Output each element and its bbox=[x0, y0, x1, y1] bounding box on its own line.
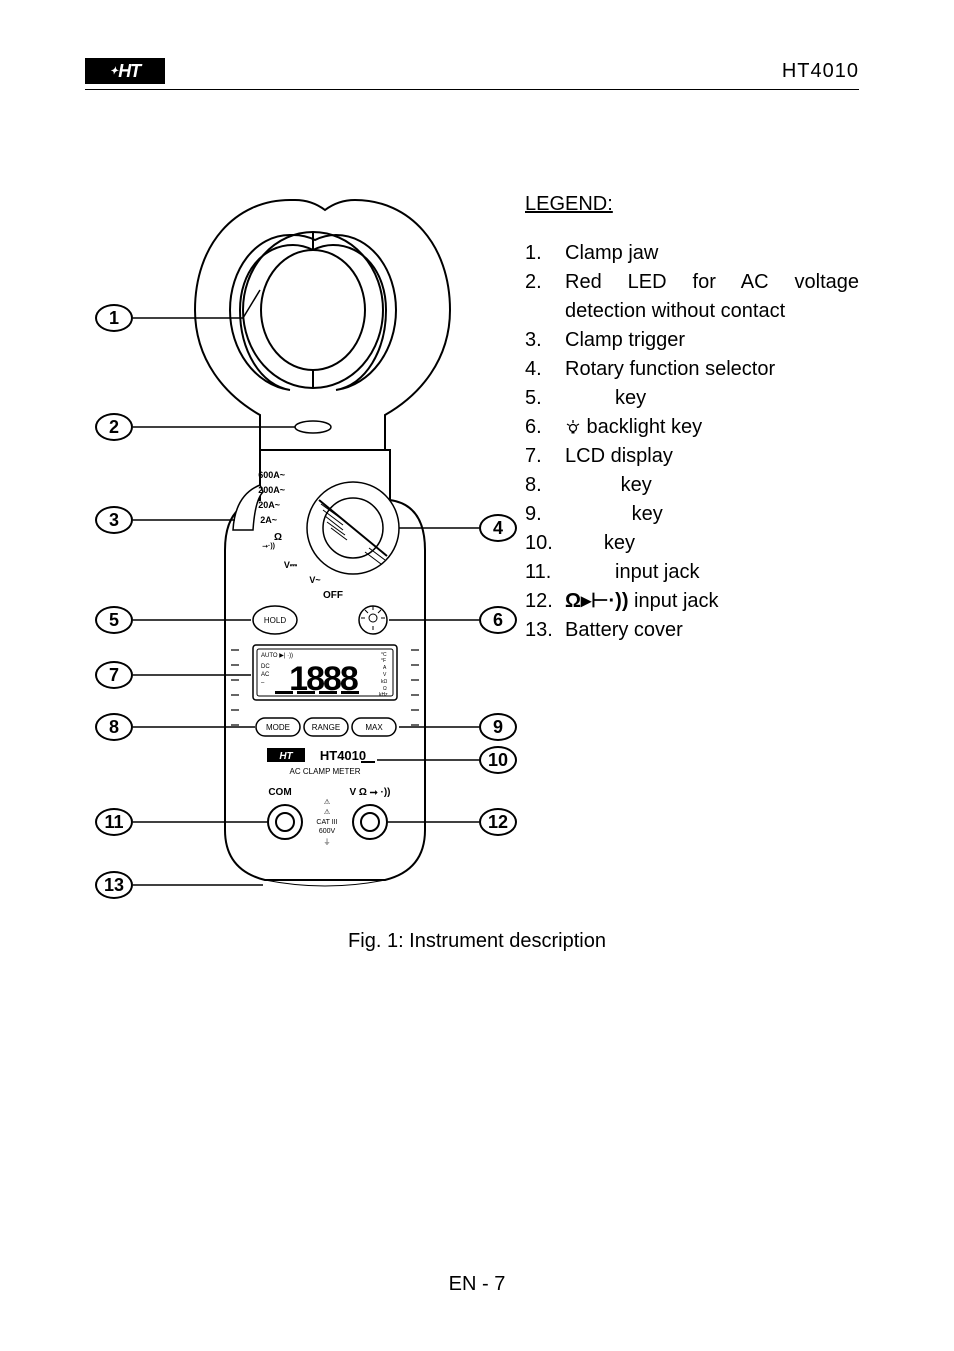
svg-text:AC: AC bbox=[261, 672, 270, 678]
callout-5: 5 bbox=[95, 606, 133, 634]
legend-item: 6. backlight key bbox=[525, 413, 859, 442]
figure-caption: Fig. 1: Instrument description bbox=[0, 930, 954, 953]
svg-text:HT: HT bbox=[279, 751, 293, 762]
svg-text:DC: DC bbox=[261, 664, 270, 670]
callout-12: 12 bbox=[479, 808, 517, 836]
callout-1: 1 bbox=[95, 304, 133, 332]
legend-item: 12. Ω▸⊢·)) input jack bbox=[525, 587, 859, 616]
svg-text:kΩ: kΩ bbox=[381, 679, 388, 685]
svg-text:2A~: 2A~ bbox=[260, 515, 277, 525]
page-footer: EN - 7 bbox=[0, 1273, 954, 1296]
callout-3: 3 bbox=[95, 506, 133, 534]
legend-item: 3.Clamp trigger bbox=[525, 326, 859, 355]
callout-13: 13 bbox=[95, 871, 133, 899]
svg-text:V~: V~ bbox=[309, 575, 320, 585]
svg-text:V⎓: V⎓ bbox=[284, 560, 298, 570]
callout-11: 11 bbox=[95, 808, 133, 836]
svg-text:⚠: ⚠ bbox=[324, 808, 330, 816]
svg-text:V Ω ⭢ ·)): V Ω ⭢ ·)) bbox=[349, 787, 390, 798]
callout-7: 7 bbox=[95, 661, 133, 689]
svg-text:COM: COM bbox=[268, 787, 291, 798]
instrument-diagram: 600A~ 200A~ 20A~ 2A~ Ω ⭢·)) V⎓ V~ OFF bbox=[85, 190, 505, 910]
svg-text:°F: °F bbox=[381, 658, 386, 664]
svg-text:Ω: Ω bbox=[274, 532, 282, 543]
callout-2: 2 bbox=[95, 413, 133, 441]
svg-text:20A~: 20A~ bbox=[258, 500, 280, 510]
page-header: ✦HT HT4010 bbox=[85, 62, 859, 90]
legend-block: LEGEND: 1.Clamp jaw 2.Red LED for AC vol… bbox=[505, 190, 859, 910]
ohm-diode-buzzer-icon: Ω▸⊢·)) bbox=[565, 590, 628, 612]
legend-item: 10. key bbox=[525, 529, 859, 558]
legend-item: 1.Clamp jaw bbox=[525, 239, 859, 268]
svg-text:AUTO ▶| ·)): AUTO ▶| ·)) bbox=[261, 653, 293, 659]
max-button-label: MAX bbox=[365, 723, 383, 732]
legend-item: 8. key bbox=[525, 471, 859, 500]
svg-text:CAT III: CAT III bbox=[316, 819, 337, 826]
svg-text:HT4010: HT4010 bbox=[320, 748, 366, 763]
svg-text:⏚: ⏚ bbox=[324, 838, 331, 846]
legend-list: 1.Clamp jaw 2.Red LED for AC voltage det… bbox=[525, 239, 859, 645]
svg-text:⚠: ⚠ bbox=[324, 798, 330, 806]
legend-item: 7.LCD display bbox=[525, 442, 859, 471]
svg-text:⭢·)): ⭢·)) bbox=[262, 543, 275, 550]
model-number: HT4010 bbox=[782, 60, 859, 83]
svg-text:600A~: 600A~ bbox=[258, 470, 285, 480]
figure-row: 600A~ 200A~ 20A~ 2A~ Ω ⭢·)) V⎓ V~ OFF bbox=[85, 190, 859, 910]
svg-text:kHz: kHz bbox=[379, 692, 388, 698]
callout-8: 8 bbox=[95, 713, 133, 741]
legend-item: 4.Rotary function selector bbox=[525, 355, 859, 384]
callout-4: 4 bbox=[479, 514, 517, 542]
range-button-label: RANGE bbox=[312, 723, 340, 732]
hold-button-label: HOLD bbox=[264, 616, 286, 625]
svg-text:AC CLAMP METER: AC CLAMP METER bbox=[290, 767, 361, 776]
legend-item: 9. key bbox=[525, 500, 859, 529]
legend-item: 13.Battery cover bbox=[525, 616, 859, 645]
legend-item: 5. key bbox=[525, 384, 859, 413]
svg-text:200A~: 200A~ bbox=[258, 485, 285, 495]
callout-10: 10 bbox=[479, 746, 517, 774]
brand-logo: ✦HT bbox=[85, 58, 165, 84]
svg-text:600V: 600V bbox=[319, 828, 336, 835]
callout-6: 6 bbox=[479, 606, 517, 634]
callout-9: 9 bbox=[479, 713, 517, 741]
lcd-display: AUTO ▶| ·)) DC AC – 1888 °C°F AV kΩΩ kHz bbox=[253, 645, 397, 700]
legend-title: LEGEND: bbox=[525, 190, 859, 219]
bulb-icon bbox=[565, 419, 581, 435]
svg-text:OFF: OFF bbox=[323, 590, 343, 601]
mode-button-label: MODE bbox=[266, 723, 290, 732]
legend-item: 2.Red LED for AC voltage detection witho… bbox=[525, 268, 859, 326]
legend-item: 11. input jack bbox=[525, 558, 859, 587]
